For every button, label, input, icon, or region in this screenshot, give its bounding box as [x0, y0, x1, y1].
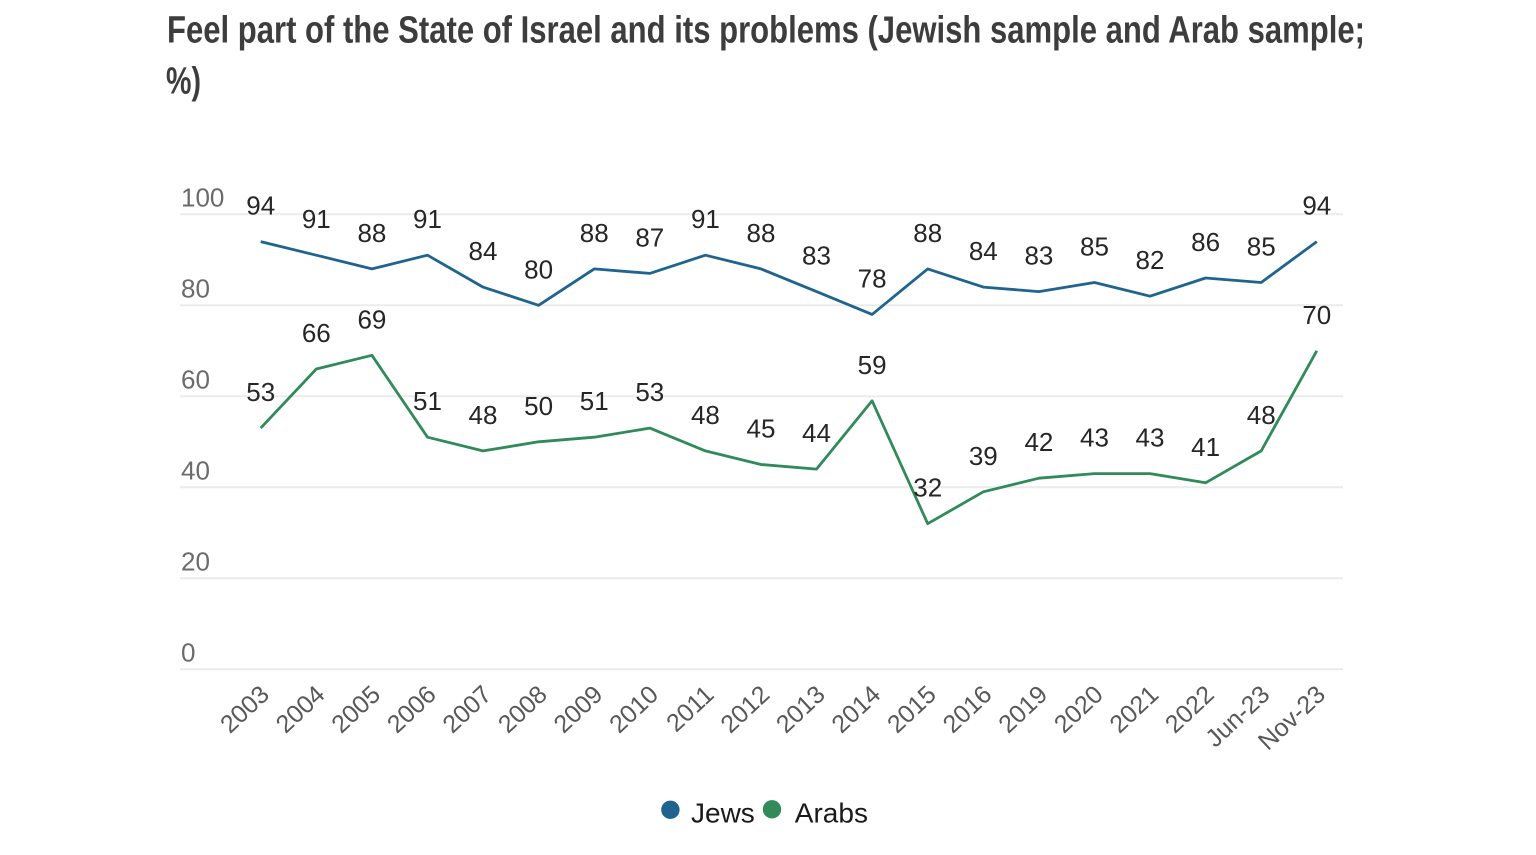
svg-text:70: 70 — [1302, 300, 1331, 330]
svg-text:85: 85 — [1080, 232, 1109, 262]
svg-text:60: 60 — [181, 364, 210, 394]
svg-text:80: 80 — [524, 254, 553, 284]
svg-text:48: 48 — [691, 400, 720, 430]
svg-text:69: 69 — [357, 304, 386, 334]
svg-text:83: 83 — [1024, 241, 1053, 271]
svg-text:91: 91 — [691, 204, 720, 234]
svg-text:91: 91 — [302, 204, 331, 234]
svg-text:88: 88 — [913, 218, 942, 248]
svg-text:84: 84 — [469, 236, 498, 266]
svg-text:43: 43 — [1080, 423, 1109, 453]
svg-text:44: 44 — [802, 418, 831, 448]
svg-text:88: 88 — [357, 218, 386, 248]
svg-text:45: 45 — [747, 414, 776, 444]
svg-text:43: 43 — [1136, 423, 1165, 453]
svg-text:84: 84 — [969, 236, 998, 266]
svg-text:94: 94 — [246, 191, 275, 221]
svg-text:78: 78 — [858, 263, 887, 293]
svg-text:86: 86 — [1191, 227, 1220, 257]
svg-text:20: 20 — [181, 546, 210, 576]
svg-text:91: 91 — [413, 204, 442, 234]
svg-text:Arabs: Arabs — [795, 797, 868, 828]
svg-text:%): %) — [166, 61, 201, 103]
svg-text:85: 85 — [1247, 232, 1276, 262]
svg-text:100: 100 — [181, 182, 224, 212]
svg-text:94: 94 — [1302, 191, 1331, 221]
svg-text:66: 66 — [302, 318, 331, 348]
svg-text:Jews: Jews — [691, 797, 755, 828]
svg-text:87: 87 — [635, 222, 664, 252]
svg-text:82: 82 — [1136, 245, 1165, 275]
svg-text:39: 39 — [969, 441, 998, 471]
svg-text:0: 0 — [181, 637, 195, 667]
svg-text:53: 53 — [635, 377, 664, 407]
svg-text:83: 83 — [802, 241, 831, 271]
svg-text:80: 80 — [181, 273, 210, 303]
svg-text:Feel part of the State of Isra: Feel part of the State of Israel and its… — [167, 10, 1365, 52]
svg-text:51: 51 — [413, 386, 442, 416]
svg-text:51: 51 — [580, 386, 609, 416]
svg-text:40: 40 — [181, 455, 210, 485]
svg-text:50: 50 — [524, 391, 553, 421]
svg-text:88: 88 — [747, 218, 776, 248]
svg-text:41: 41 — [1191, 432, 1220, 462]
svg-text:53: 53 — [246, 377, 275, 407]
svg-text:48: 48 — [1247, 400, 1276, 430]
svg-text:48: 48 — [469, 400, 498, 430]
svg-text:88: 88 — [580, 218, 609, 248]
svg-text:59: 59 — [858, 350, 887, 380]
svg-text:42: 42 — [1024, 427, 1053, 457]
svg-text:32: 32 — [913, 473, 942, 503]
